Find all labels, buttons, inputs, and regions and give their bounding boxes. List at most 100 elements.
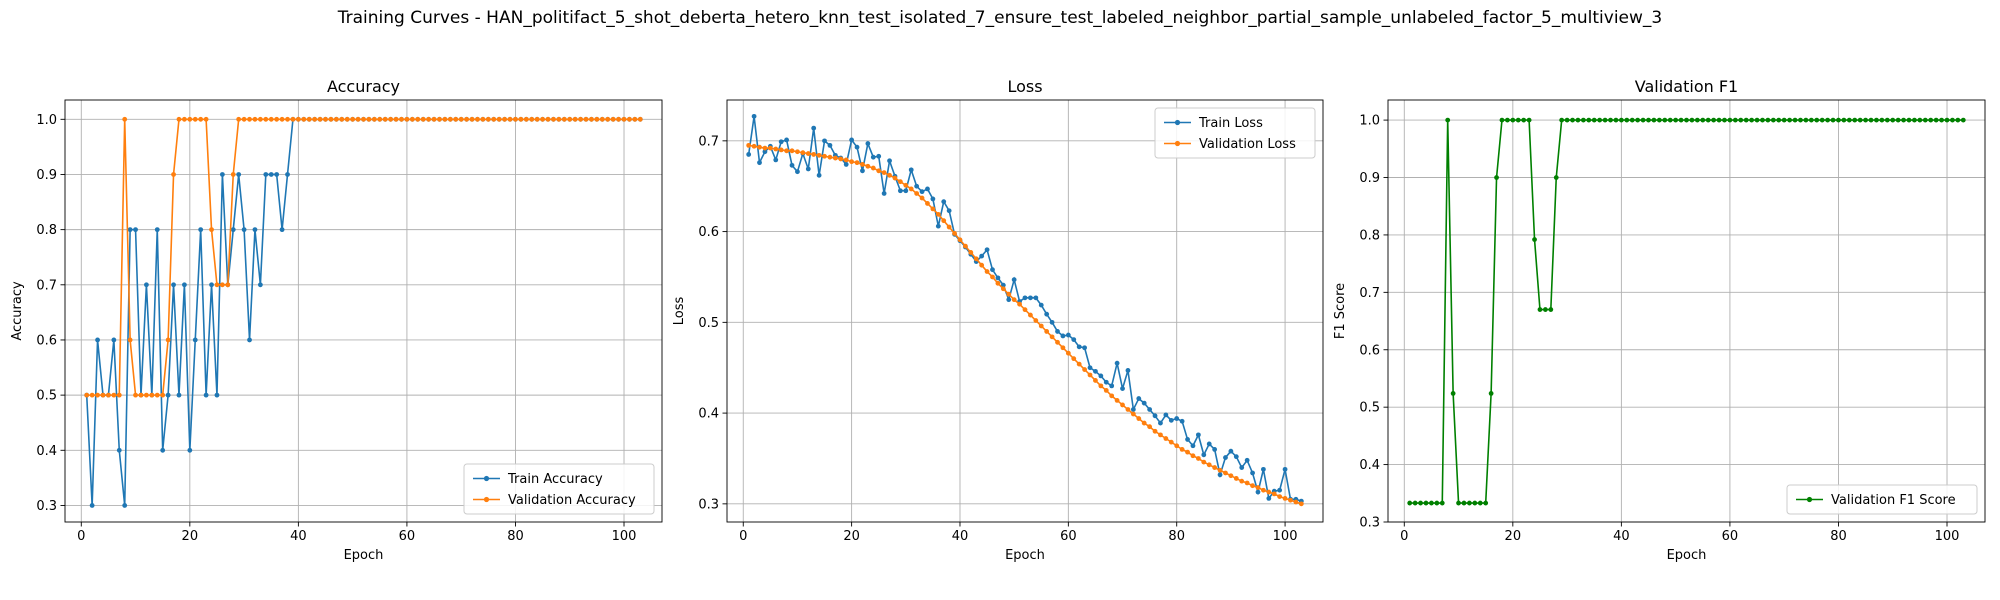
data-point — [431, 116, 437, 122]
data-point — [1662, 117, 1668, 123]
data-point — [1044, 329, 1050, 334]
data-point — [795, 149, 800, 155]
data-point — [1152, 413, 1158, 419]
data-point — [1456, 500, 1461, 506]
data-point — [1060, 345, 1066, 351]
data-point — [881, 170, 887, 176]
data-point — [995, 280, 1001, 286]
data-point — [1065, 332, 1071, 338]
data-point — [1564, 117, 1570, 123]
data-point — [274, 172, 280, 177]
data-point — [876, 153, 882, 159]
legend-marker — [483, 475, 490, 482]
y-axis-label: Accuracy — [10, 281, 25, 341]
data-point — [1700, 117, 1706, 123]
data-point — [816, 172, 822, 178]
data-point — [1266, 496, 1272, 501]
data-point — [165, 337, 171, 343]
data-point — [589, 116, 594, 122]
data-point — [1640, 117, 1646, 123]
series-1 — [84, 116, 643, 508]
data-point — [849, 137, 855, 143]
data-point — [393, 116, 399, 122]
data-point — [605, 116, 611, 122]
data-point — [1760, 117, 1765, 123]
data-point — [1684, 117, 1689, 123]
chart-title: Accuracy — [327, 77, 400, 96]
data-point — [469, 116, 475, 122]
data-point — [154, 392, 160, 398]
legend: Train Loss Validation Loss — [1154, 107, 1316, 159]
data-point — [295, 116, 301, 122]
data-point — [1103, 388, 1109, 393]
data-point — [1624, 117, 1630, 123]
data-point — [1261, 466, 1266, 472]
legend-box — [1786, 484, 1978, 515]
data-point — [122, 116, 128, 122]
data-point — [1803, 117, 1809, 123]
data-point — [333, 116, 339, 122]
data-point — [182, 116, 187, 122]
data-point — [1505, 117, 1510, 123]
data-point — [990, 274, 995, 280]
data-point — [1722, 117, 1727, 123]
data-point — [1727, 117, 1733, 123]
data-point — [919, 189, 925, 195]
data-point — [811, 125, 817, 131]
legend: Validation F1 Score — [1786, 484, 1978, 515]
data-point — [914, 183, 920, 189]
data-point — [930, 196, 936, 202]
data-point — [263, 172, 269, 177]
data-point — [1836, 117, 1841, 123]
data-point — [887, 172, 892, 178]
data-point — [84, 392, 90, 398]
data-point — [1906, 117, 1912, 123]
data-point — [1168, 417, 1174, 423]
data-point — [236, 116, 242, 122]
data-point — [984, 247, 990, 253]
data-point — [1195, 432, 1201, 438]
data-point — [241, 227, 247, 233]
data-point — [279, 227, 285, 233]
data-point — [1559, 117, 1565, 123]
data-point — [1678, 117, 1684, 123]
data-point — [941, 199, 947, 205]
data-point — [1158, 432, 1163, 438]
data-point — [529, 116, 535, 122]
data-point — [1754, 117, 1760, 123]
data-point — [1233, 454, 1239, 460]
data-point — [1901, 117, 1906, 123]
data-point — [182, 282, 187, 288]
data-point — [1412, 500, 1418, 506]
data-point — [1944, 117, 1950, 123]
data-point — [219, 172, 225, 177]
data-point — [1651, 117, 1657, 123]
data-point — [1922, 117, 1928, 123]
data-point — [1000, 282, 1006, 288]
data-point — [1282, 466, 1288, 472]
x-tick-label: 20 — [182, 529, 199, 544]
data-point — [979, 262, 985, 268]
data-point — [127, 227, 133, 233]
data-point — [583, 116, 589, 122]
data-point — [426, 116, 432, 122]
data-point — [475, 116, 480, 122]
data-point — [870, 154, 876, 160]
data-point — [1152, 428, 1158, 434]
data-point — [767, 145, 773, 151]
data-point — [795, 169, 800, 175]
data-point — [1439, 500, 1445, 506]
data-point — [784, 137, 789, 143]
data-point — [935, 211, 941, 217]
data-point — [935, 223, 941, 229]
data-point — [1629, 117, 1635, 123]
data-point — [963, 243, 968, 249]
data-point — [1082, 345, 1087, 351]
x-tick-label: 100 — [1273, 529, 1298, 544]
data-point — [247, 116, 252, 122]
y-tick-label: 0.7 — [36, 278, 57, 293]
data-point — [973, 256, 979, 262]
y-tick-label: 0.8 — [36, 223, 57, 238]
data-point — [627, 116, 632, 122]
data-point — [214, 392, 220, 398]
